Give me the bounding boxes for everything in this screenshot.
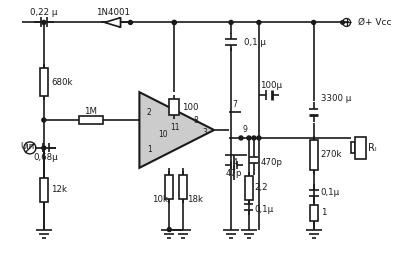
Circle shape bbox=[128, 21, 132, 24]
Text: 100: 100 bbox=[182, 103, 199, 112]
Circle shape bbox=[42, 146, 46, 150]
Text: Rₗ: Rₗ bbox=[368, 143, 377, 153]
Bar bbox=[40, 178, 48, 202]
Bar bbox=[179, 175, 187, 199]
Text: 1M: 1M bbox=[84, 107, 97, 116]
Bar bbox=[40, 68, 48, 96]
Circle shape bbox=[229, 21, 233, 24]
Text: 8: 8 bbox=[194, 116, 198, 124]
Circle shape bbox=[167, 228, 171, 232]
Text: 1: 1 bbox=[147, 145, 152, 154]
Text: 680k: 680k bbox=[52, 78, 73, 87]
Text: 0,1μ: 0,1μ bbox=[254, 205, 273, 214]
Circle shape bbox=[239, 136, 243, 140]
Circle shape bbox=[257, 136, 261, 140]
Text: 10k: 10k bbox=[152, 195, 168, 204]
Bar bbox=[169, 99, 179, 115]
Text: 3300 μ: 3300 μ bbox=[321, 94, 351, 103]
Text: 270k: 270k bbox=[321, 150, 342, 159]
Circle shape bbox=[42, 21, 46, 24]
Text: 12k: 12k bbox=[51, 185, 67, 194]
Circle shape bbox=[172, 21, 176, 24]
Polygon shape bbox=[355, 137, 366, 159]
Circle shape bbox=[42, 118, 46, 122]
Text: 1N4001: 1N4001 bbox=[96, 8, 130, 17]
Text: 3: 3 bbox=[203, 129, 208, 137]
Bar bbox=[245, 176, 253, 200]
Text: 2,2: 2,2 bbox=[254, 183, 268, 192]
Bar bbox=[310, 205, 318, 221]
Text: 0,1 μ: 0,1 μ bbox=[244, 38, 266, 47]
Text: 0,1μ: 0,1μ bbox=[321, 188, 340, 197]
Text: 47p: 47p bbox=[226, 169, 242, 178]
Polygon shape bbox=[104, 18, 120, 27]
Text: 1: 1 bbox=[321, 208, 326, 217]
Circle shape bbox=[341, 21, 344, 24]
Bar bbox=[310, 140, 318, 170]
Circle shape bbox=[257, 21, 261, 24]
Text: 4: 4 bbox=[232, 158, 238, 167]
Text: 7: 7 bbox=[232, 100, 238, 109]
Text: 9: 9 bbox=[242, 125, 247, 134]
Circle shape bbox=[312, 21, 316, 24]
Text: 2: 2 bbox=[147, 107, 152, 117]
Text: Ø+ Vcc: Ø+ Vcc bbox=[358, 18, 392, 27]
Polygon shape bbox=[140, 92, 214, 168]
Bar bbox=[165, 175, 173, 199]
Text: 0,22 μ: 0,22 μ bbox=[30, 8, 58, 17]
Bar bbox=[79, 116, 102, 124]
Text: 10: 10 bbox=[158, 131, 168, 139]
Circle shape bbox=[252, 136, 256, 140]
Text: Uin: Uin bbox=[20, 142, 34, 151]
Bar bbox=[350, 142, 355, 153]
Text: 100μ: 100μ bbox=[260, 81, 282, 90]
Circle shape bbox=[172, 21, 176, 24]
Text: 11: 11 bbox=[170, 122, 180, 132]
Text: 0,68μ: 0,68μ bbox=[34, 153, 58, 162]
Text: 470p: 470p bbox=[261, 158, 283, 167]
Circle shape bbox=[247, 136, 251, 140]
Text: 18k: 18k bbox=[187, 195, 203, 204]
